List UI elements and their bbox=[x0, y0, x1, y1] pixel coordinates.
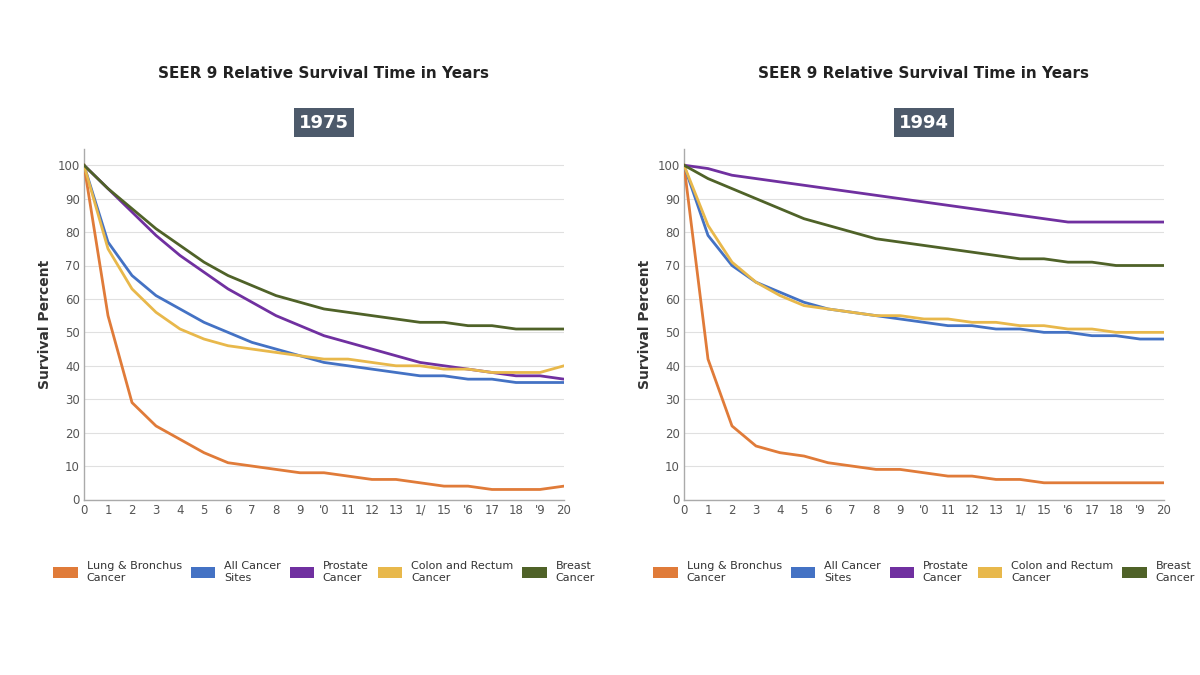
Y-axis label: Survival Percent: Survival Percent bbox=[638, 259, 652, 389]
Text: SEER 9 Relative Survival Time in Years: SEER 9 Relative Survival Time in Years bbox=[158, 66, 490, 81]
Legend: Lung & Bronchus
Cancer, All Cancer
Sites, Prostate
Cancer, Colon and Rectum
Canc: Lung & Bronchus Cancer, All Cancer Sites… bbox=[653, 561, 1195, 583]
Text: 1975: 1975 bbox=[299, 113, 349, 132]
Text: SEER 9 Relative Survival Time in Years: SEER 9 Relative Survival Time in Years bbox=[758, 66, 1090, 81]
Y-axis label: Survival Percent: Survival Percent bbox=[38, 259, 52, 389]
Text: 1994: 1994 bbox=[899, 113, 949, 132]
Legend: Lung & Bronchus
Cancer, All Cancer
Sites, Prostate
Cancer, Colon and Rectum
Canc: Lung & Bronchus Cancer, All Cancer Sites… bbox=[53, 561, 595, 583]
